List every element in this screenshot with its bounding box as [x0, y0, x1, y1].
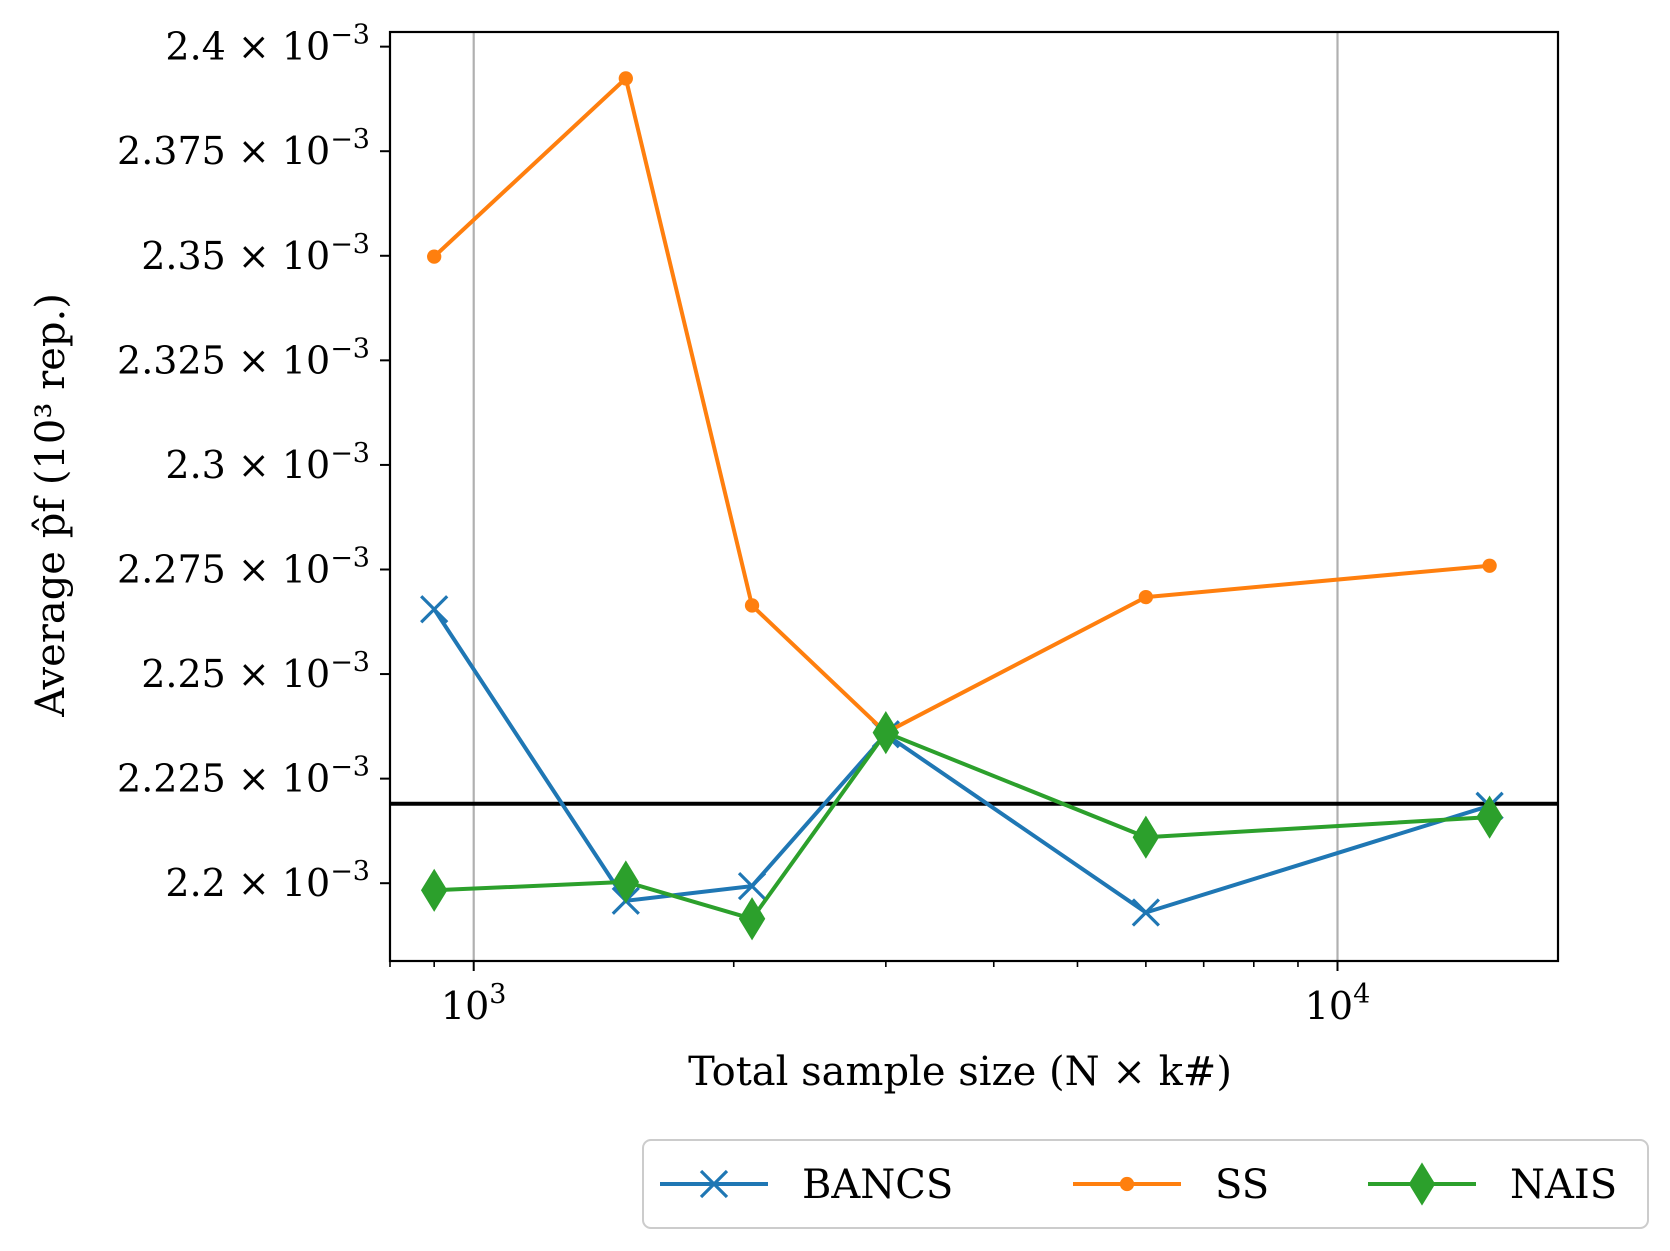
grid — [472, 32, 1339, 961]
data-point — [1476, 795, 1503, 839]
y-tick-label: 2.25 × 10−3 — [141, 647, 370, 696]
data-point — [1131, 898, 1161, 927]
x-tick-label: 103 — [441, 979, 507, 1028]
data-point — [872, 711, 900, 755]
y-tick-label: 2.225 × 10−3 — [117, 752, 370, 801]
data-point — [420, 868, 448, 912]
data-point — [1138, 589, 1154, 605]
series-group — [420, 71, 1504, 941]
legend-entry-ss: SS — [1073, 1162, 1269, 1208]
y-tick-label: 2.275 × 10−3 — [117, 542, 370, 591]
axes — [388, 30, 1560, 963]
legend-label: NAIS — [1510, 1162, 1617, 1208]
data-point — [618, 71, 633, 86]
data-point — [1482, 558, 1497, 573]
series-bancs — [420, 595, 1504, 927]
legend: BANCS SS NAIS — [642, 1139, 1649, 1229]
data-point — [1119, 1176, 1135, 1192]
y-tick-label: 2.325 × 10−3 — [117, 333, 370, 382]
y-tick-label: 2.4 × 10−3 — [165, 20, 370, 69]
data-point — [1408, 1162, 1436, 1206]
data-point — [427, 249, 442, 264]
plot-frame — [388, 30, 1560, 963]
x-axis-label: Total sample size (N × k#) — [688, 1049, 1232, 1095]
y-tick-label: 2.35 × 10−3 — [141, 229, 370, 278]
legend-entry-bancs: BANCS — [660, 1162, 953, 1208]
data-point — [699, 1169, 729, 1199]
y-tick-label: 2.375 × 10−3 — [117, 124, 370, 173]
series-ss — [427, 71, 1497, 740]
data-point — [1132, 815, 1160, 859]
series-nais — [420, 711, 1503, 941]
data-point — [737, 871, 767, 901]
legend-label: BANCS — [802, 1162, 953, 1208]
data-point — [420, 595, 449, 624]
data-point — [738, 897, 766, 941]
legend-label: SS — [1215, 1162, 1269, 1208]
series-line — [432, 608, 1491, 915]
series-line — [432, 76, 1490, 735]
y-tick-label: 2.3 × 10−3 — [165, 438, 370, 487]
data-point — [612, 860, 640, 904]
data-point — [744, 598, 760, 613]
y-axis-label: Average p̂f (10³ rep.) — [28, 293, 74, 718]
ticks: 103 104 2.2 × 10−3 2.225 × 10−3 2.25 × 10−3 2… — [117, 20, 1370, 1028]
x-tick-label: 104 — [1305, 979, 1371, 1028]
y-tick-label: 2.2 × 10−3 — [165, 856, 370, 905]
legend-entry-nais: NAIS — [1368, 1162, 1617, 1208]
series-line — [434, 730, 1490, 921]
